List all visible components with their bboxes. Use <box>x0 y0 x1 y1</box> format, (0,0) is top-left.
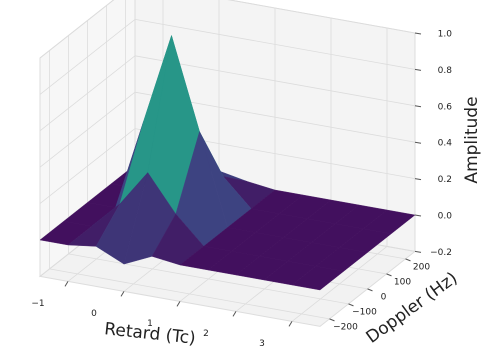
z-axis-label: Amplitude <box>462 96 482 183</box>
grid-line <box>134 55 416 107</box>
x-tick <box>232 311 237 317</box>
x-tick <box>120 291 125 297</box>
x-tick <box>176 301 181 307</box>
z-tick-label: 0.4 <box>438 139 453 149</box>
z-tick-label: 0.6 <box>438 102 453 112</box>
z-tick <box>414 250 422 253</box>
x-tick-label: 2 <box>203 329 209 339</box>
z-tick <box>414 141 422 144</box>
z-tick-label: −0.2 <box>430 248 452 258</box>
y-tick-label: 100 <box>394 277 411 287</box>
z-tick <box>414 105 422 108</box>
x-axis-label: Retard (Tc) <box>103 319 196 348</box>
x-tick <box>64 281 69 287</box>
grid-line <box>68 253 349 305</box>
y-tick <box>386 273 392 277</box>
grid-line <box>39 55 136 132</box>
z-tick <box>414 214 422 217</box>
surface-face <box>291 266 345 291</box>
y-tick-label: 200 <box>413 262 430 272</box>
y-tick <box>405 258 411 262</box>
y-tick <box>329 318 335 322</box>
grid-line <box>49 268 330 320</box>
x-tick-label: 0 <box>91 309 97 319</box>
y-tick <box>367 288 373 292</box>
z-tick <box>414 32 422 35</box>
z-tick-label: 0.0 <box>438 212 453 222</box>
z-tick <box>414 68 422 71</box>
y-tick-label: −100 <box>352 307 377 317</box>
grid-line <box>39 0 115 59</box>
y-tick-label: −200 <box>333 322 358 332</box>
grid-line <box>39 128 136 204</box>
z-tick-label: 0.8 <box>438 66 453 76</box>
panes <box>38 0 417 327</box>
y-tick-label: 0 <box>381 292 387 302</box>
z-tick-label: 1.0 <box>438 30 453 40</box>
grid-line <box>39 19 136 95</box>
x-tick-label: 1 <box>147 319 153 329</box>
z-tick <box>414 178 422 181</box>
z-tick-label: 0.2 <box>438 175 452 185</box>
grid-line <box>39 91 136 168</box>
x-tick-label: 3 <box>259 339 265 349</box>
y-tick <box>348 303 354 307</box>
grid-line <box>227 0 416 34</box>
x-tick-label: −1 <box>31 299 44 309</box>
x-tick <box>288 321 293 327</box>
grid-line <box>134 19 416 70</box>
